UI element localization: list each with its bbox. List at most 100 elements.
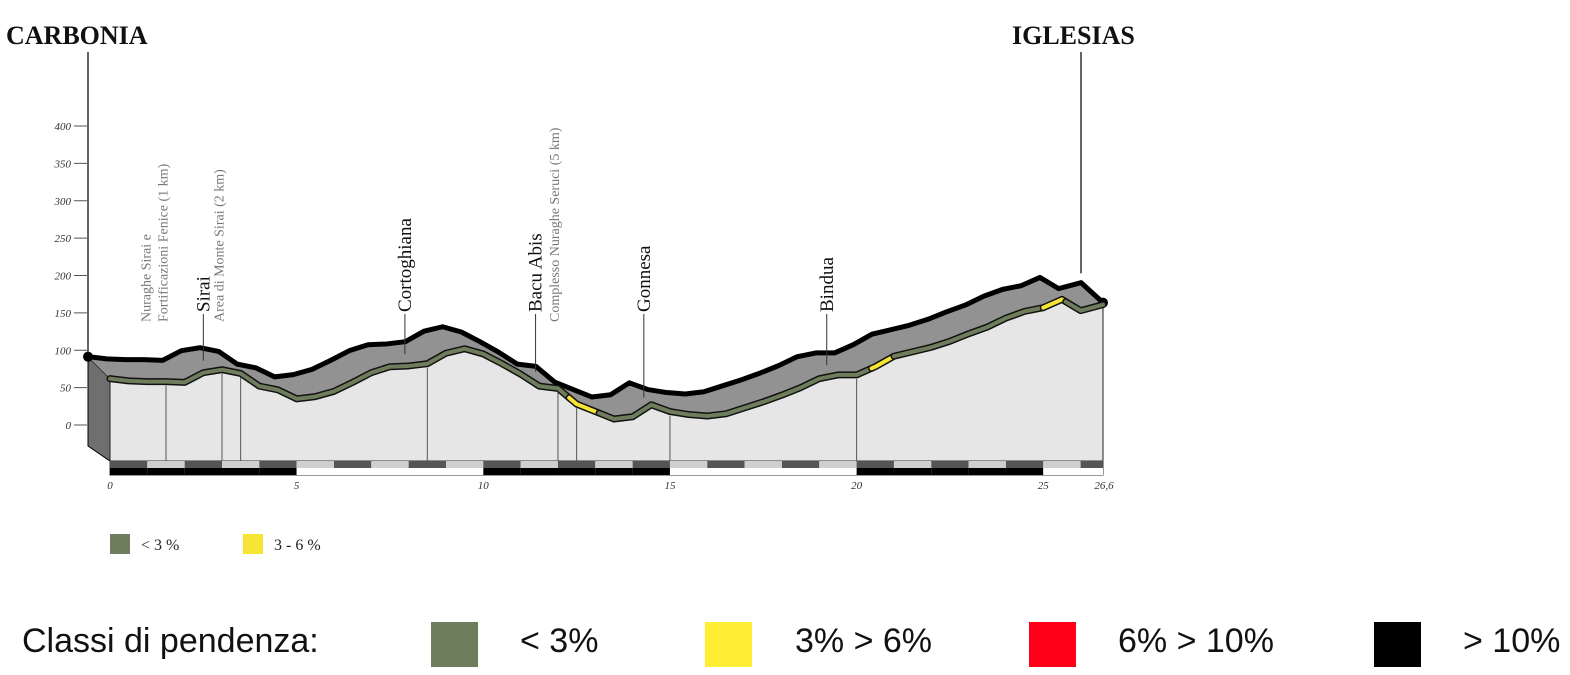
slope-segment-2: [597, 366, 874, 422]
x-tick-label: 0: [107, 480, 113, 492]
endpoint-labels: CARBONIA IGLESIAS: [6, 21, 1135, 353]
y-tick-label: 300: [54, 196, 72, 208]
scale-tile-bottom: [931, 468, 969, 475]
x-tick-label: 15: [664, 480, 676, 492]
scale-tile-bottom: [333, 468, 372, 475]
slope-segment-4: [891, 305, 1046, 359]
slope-label-lt3: < 3%: [520, 622, 599, 660]
scale-tile-top: [408, 461, 446, 468]
place-label: Bindua: [817, 257, 838, 312]
slope-segment-0: [108, 346, 572, 401]
slope-segment-6: [1063, 299, 1105, 313]
scale-tile-top: [445, 461, 484, 468]
y-tick-label: 150: [55, 308, 72, 320]
scale-tile-top: [371, 461, 409, 468]
scale-tile-top: [221, 461, 260, 468]
scale-tile-bottom: [707, 468, 745, 475]
scale-tile-top: [819, 461, 857, 468]
scale-tile-top: [669, 461, 708, 468]
poi-label: Complesso Nuraghe Seruci (5 km): [548, 127, 563, 322]
place-label: Gonnesa: [634, 245, 655, 312]
scale-tile-top: [184, 461, 222, 468]
scale-tile-top: [520, 461, 558, 468]
slope-swatch-6-10: [1029, 622, 1076, 667]
y-tick-label: 0: [66, 420, 72, 432]
scale-tile-top: [147, 461, 185, 468]
scale-tile-bottom: [781, 468, 820, 475]
legend-swatch: [243, 534, 263, 554]
scale-tile-top: [1080, 461, 1103, 468]
scale-tile-bottom: [1043, 468, 1081, 475]
poi-label: Fortificazioni Fenice (1 km): [156, 163, 171, 322]
y-tick-label: 200: [55, 271, 72, 283]
scale-tile-top: [1005, 461, 1044, 468]
y-tick-label: 400: [55, 121, 72, 133]
scale-tile-top: [931, 461, 969, 468]
x-axis: 0 5 10 15 20 25 26,6: [107, 480, 1114, 492]
scale-tile-top: [110, 461, 148, 468]
scale-tile-bottom: [520, 468, 558, 475]
scale-tile-top: [296, 461, 334, 468]
scale-tile-top: [893, 461, 932, 468]
scale-tile-top: [259, 461, 297, 468]
slope-label-6-10: 6% > 10%: [1118, 622, 1274, 660]
scale-tile-bottom: [221, 468, 260, 475]
slope-label-gt10: > 10%: [1463, 622, 1561, 660]
x-tick-label: 25: [1038, 480, 1050, 492]
scale-tile-bottom: [819, 468, 857, 475]
scale-tile-bottom: [408, 468, 446, 475]
scale-tile-bottom: [595, 468, 633, 475]
slope-segment-3: [869, 354, 896, 371]
scale-tile-bottom: [669, 468, 708, 475]
scale-tile-bottom: [296, 468, 334, 475]
profile-start-dot: [83, 351, 93, 362]
elevation-ribbon: [83, 274, 1108, 476]
scale-tile-top: [557, 461, 596, 468]
scale-tile-top: [781, 461, 820, 468]
scale-tile-bottom: [259, 468, 297, 475]
slope-label-3-6: 3% > 6%: [795, 622, 933, 660]
x-tick-label: 26,6: [1094, 480, 1114, 492]
slope-class-legend: Classi di pendenza: < 3% 3% > 6% 6% > 10…: [0, 612, 1570, 672]
end-town-label: IGLESIAS: [1012, 21, 1135, 50]
scale-tile-top: [632, 461, 670, 468]
scale-tile-top: [1043, 461, 1081, 468]
legend-label: 3 - 6 %: [274, 537, 321, 554]
scale-tile-bottom: [445, 468, 484, 475]
x-tick-label: 5: [294, 480, 300, 492]
slope-swatch-3-6: [705, 622, 752, 667]
annotations: Sirai Cortoghiana Bacu Abis Gonnesa Bindua Nu…: [139, 127, 858, 461]
scale-tile-bottom: [557, 468, 596, 475]
slope-swatch-lt3: [431, 622, 478, 667]
scale-tile-bottom: [1005, 468, 1044, 475]
place-label: Cortoghiana: [395, 218, 416, 312]
scale-tile-top: [968, 461, 1006, 468]
scale-tile-bottom: [483, 468, 521, 475]
chart-legend: < 3 % 3 - 6 %: [110, 534, 321, 554]
y-axis: 400 350 300 250 200 150 100 50 0: [54, 121, 87, 432]
scale-tile-bottom: [184, 468, 222, 475]
place-label: Bacu Abis: [526, 233, 547, 312]
scale-tile-bottom: [371, 468, 409, 475]
y-tick-label: 350: [54, 158, 72, 170]
x-tick-label: 20: [851, 480, 863, 492]
scale-tile-top: [856, 461, 894, 468]
y-tick-label: 100: [55, 345, 72, 357]
legend-swatch: [110, 534, 130, 554]
scale-tile-top: [333, 461, 372, 468]
y-tick-label: 250: [55, 233, 72, 245]
scale-tile-top: [483, 461, 521, 468]
scale-tile-bottom: [632, 468, 670, 475]
start-town-label: CARBONIA: [6, 21, 148, 50]
poi-label: Nuraghe Sirai e: [139, 234, 154, 322]
scale-tile-bottom: [856, 468, 894, 475]
y-tick-label: 50: [60, 383, 72, 395]
scale-tile-bottom: [893, 468, 932, 475]
profile-ridge-line: [85, 274, 1106, 400]
scale-tile-top: [744, 461, 782, 468]
scale-tile-bottom: [147, 468, 185, 475]
scale-tile-bottom: [1080, 468, 1103, 475]
legend-label: < 3 %: [141, 537, 179, 554]
slope-swatch-gt10: [1374, 622, 1421, 667]
